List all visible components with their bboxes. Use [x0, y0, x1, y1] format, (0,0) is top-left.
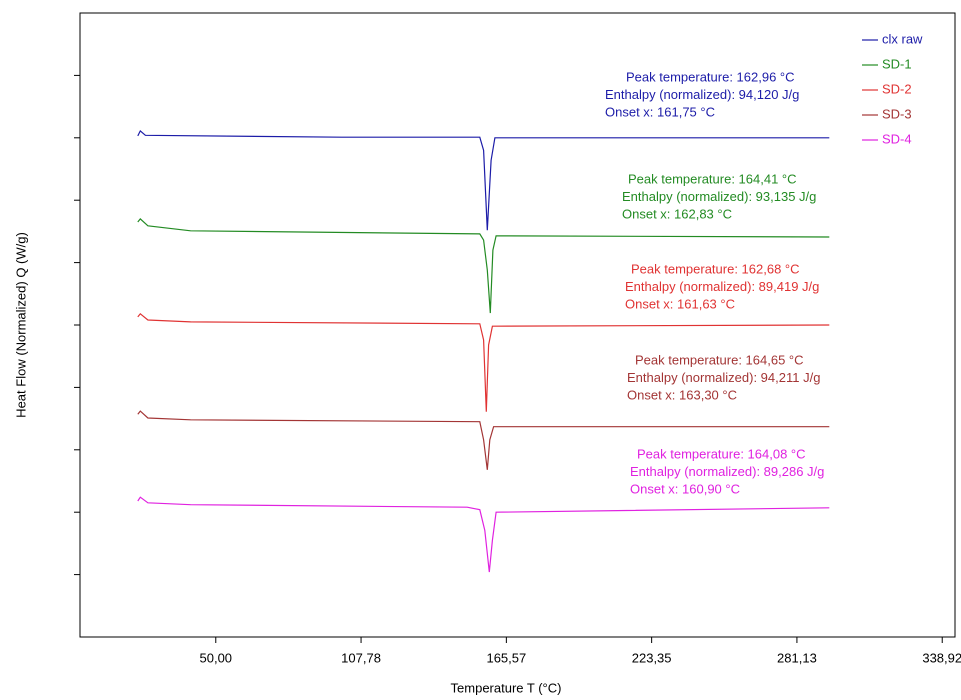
legend-label: SD-2	[882, 81, 912, 96]
x-tick-label: 338,92	[922, 650, 961, 665]
legend-label: SD-4	[882, 131, 912, 146]
annotation: Peak temperature: 164,65 °C	[635, 352, 804, 367]
annotation: Onset x: 161,75 °C	[605, 104, 715, 119]
series-line	[137, 129, 830, 231]
legend-label: SD-3	[882, 106, 912, 121]
x-axis-title: Temperature T (°C)	[451, 680, 562, 695]
annotation: Onset x: 163,30 °C	[627, 387, 737, 402]
legend-label: clx raw	[882, 31, 923, 46]
y-axis-title: Heat Flow (Normalized) Q (W/g)	[13, 232, 28, 418]
series-line	[137, 410, 830, 470]
legend-label: SD-1	[882, 56, 912, 71]
annotation: Peak temperature: 164,41 °C	[628, 171, 797, 186]
x-tick-label: 281,13	[777, 650, 817, 665]
x-tick-label: 165,57	[486, 650, 526, 665]
series-line	[137, 312, 830, 412]
annotation: Onset x: 162,83 °C	[622, 206, 732, 221]
series-line	[137, 496, 830, 573]
annotation: Onset x: 160,90 °C	[630, 481, 740, 496]
annotation: Peak temperature: 162,68 °C	[631, 261, 800, 276]
series-line	[137, 218, 830, 314]
annotation: Peak temperature: 164,08 °C	[637, 446, 806, 461]
annotation: Enthalpy (normalized): 89,286 J/g	[630, 464, 824, 479]
x-tick-label: 223,35	[632, 650, 672, 665]
x-tick-label: 50,00	[200, 650, 233, 665]
annotation: Enthalpy (normalized): 89,419 J/g	[625, 279, 819, 294]
annotation: Enthalpy (normalized): 94,120 J/g	[605, 87, 799, 102]
annotation: Peak temperature: 162,96 °C	[626, 69, 795, 84]
x-tick-label: 107,78	[341, 650, 381, 665]
annotation: Enthalpy (normalized): 94,211 J/g	[627, 370, 820, 385]
annotation: Enthalpy (normalized): 93,135 J/g	[622, 189, 816, 204]
annotation: Onset x: 161,63 °C	[625, 296, 735, 311]
